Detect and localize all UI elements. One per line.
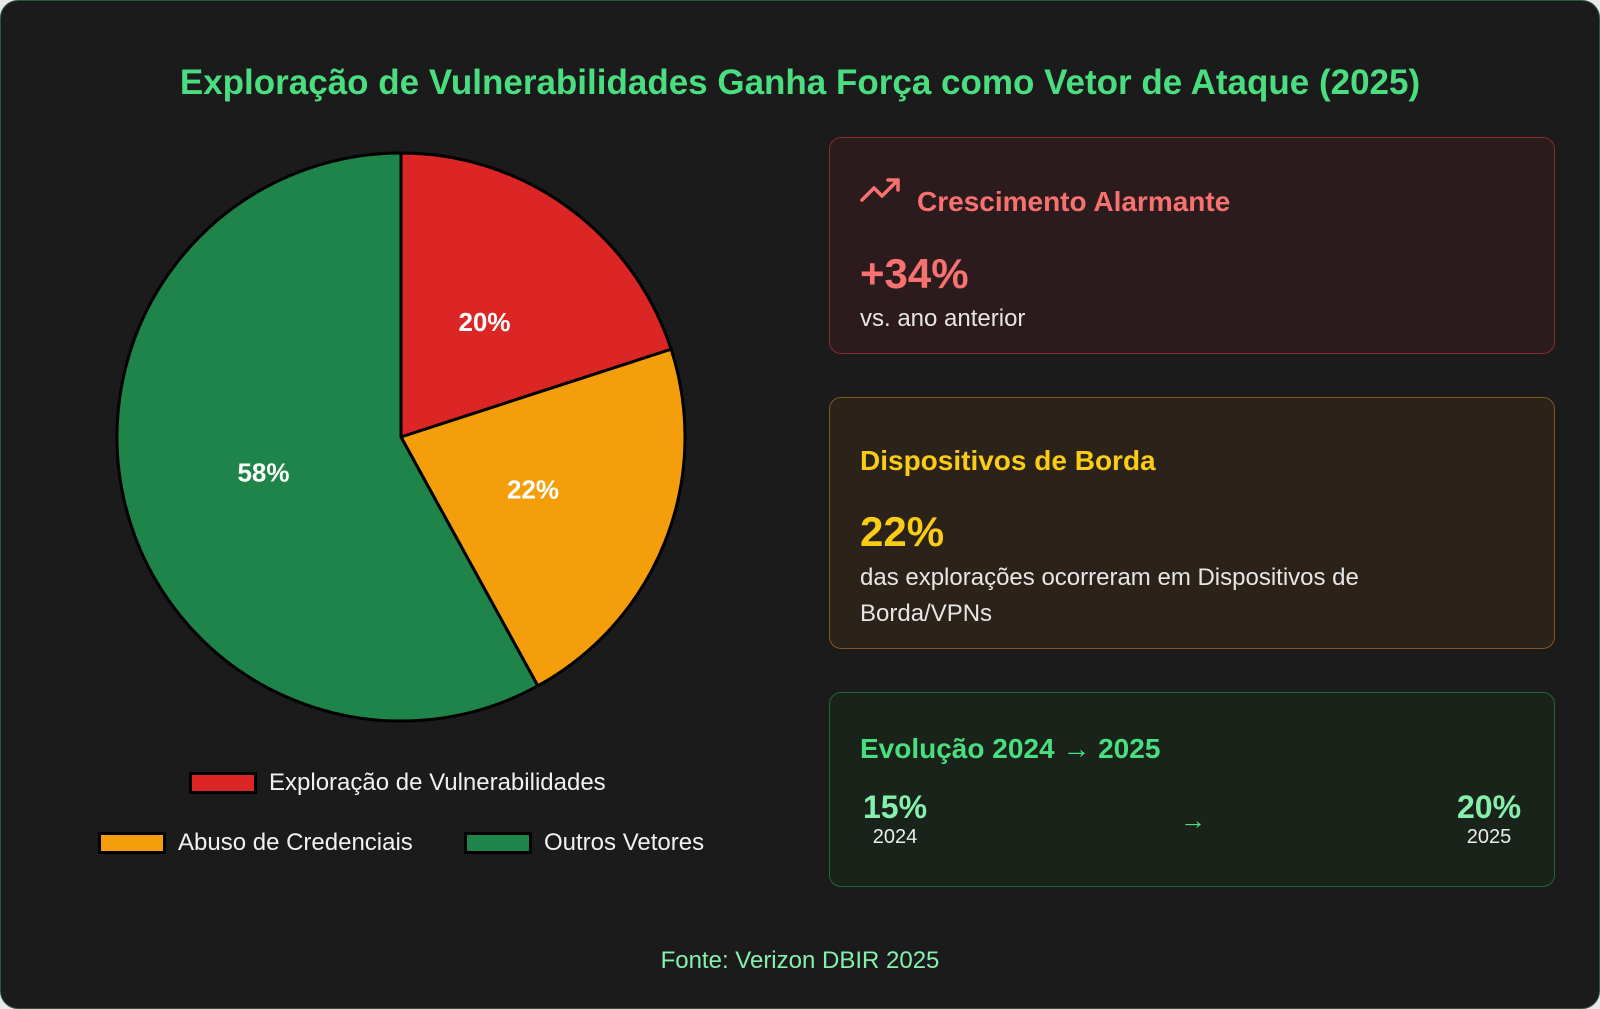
- edge-devices-panel: Dispositivos de Borda 22% das exploraçõe…: [829, 397, 1555, 649]
- pie-chart: 20% 22% 58%: [115, 151, 687, 723]
- growth-value: +34%: [860, 250, 969, 297]
- pie-slice-credenciais[interactable]: [398, 347, 687, 688]
- evolution-heading: Evolução 2024 → 2025: [860, 733, 1161, 764]
- legend-item-outros[interactable]: Outros Vetores: [464, 829, 704, 857]
- legend-label-credenciais: Abuso de Credenciais: [178, 829, 413, 856]
- page-title: Exploração de Vulnerabilidades Ganha For…: [179, 63, 1421, 102]
- pie-label-credenciais: 22%: [507, 474, 559, 504]
- pie-label-exploracao: 20%: [458, 307, 510, 337]
- legend-item-credenciais[interactable]: Abuso de Credenciais: [98, 829, 413, 857]
- legend-swatch-outros: [464, 832, 532, 854]
- source-note: Fonte: Verizon DBIR 2025: [660, 947, 940, 974]
- growth-heading: Crescimento Alarmante: [917, 186, 1231, 217]
- evolution-from-value: 15%: [862, 789, 928, 825]
- trending-up-icon: [860, 178, 900, 202]
- evolution-from-year: 2024: [872, 826, 918, 848]
- evolution-to: 20% 2025: [1454, 789, 1524, 849]
- legend-label-exploracao: Exploração de Vulnerabilidades: [269, 769, 606, 796]
- growth-caption: vs. ano anterior: [860, 305, 1026, 332]
- legend-swatch-credenciais: [98, 832, 166, 854]
- evolution-panel: Evolução 2024 → 2025 15% 2024 → 20% 2025: [829, 692, 1555, 887]
- evolution-to-value: 20%: [1456, 789, 1522, 825]
- edge-value: 22%: [860, 508, 945, 555]
- growth-panel: Crescimento Alarmante +34% vs. ano anter…: [829, 137, 1555, 354]
- legend-label-outros: Outros Vetores: [544, 829, 705, 856]
- arrow-right-icon: →: [1180, 805, 1206, 835]
- edge-caption: das explorações ocorreram em Dispositivo…: [860, 564, 1359, 627]
- pie-label-outros: 58%: [237, 457, 289, 487]
- pie-slice-outros[interactable]: [115, 151, 540, 723]
- legend-swatch-exploracao: [189, 772, 257, 794]
- legend-item-exploracao[interactable]: Exploração de Vulnerabilidades: [189, 769, 606, 797]
- evolution-from: 15% 2024: [860, 789, 930, 849]
- edge-heading: Dispositivos de Borda: [860, 445, 1156, 476]
- evolution-to-year: 2025: [1466, 826, 1512, 848]
- pie-slice-exploracao[interactable]: [399, 151, 673, 440]
